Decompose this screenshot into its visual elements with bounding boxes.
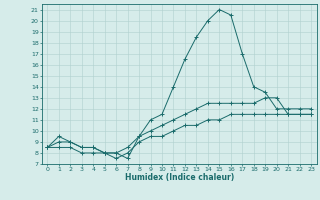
X-axis label: Humidex (Indice chaleur): Humidex (Indice chaleur) <box>124 173 234 182</box>
